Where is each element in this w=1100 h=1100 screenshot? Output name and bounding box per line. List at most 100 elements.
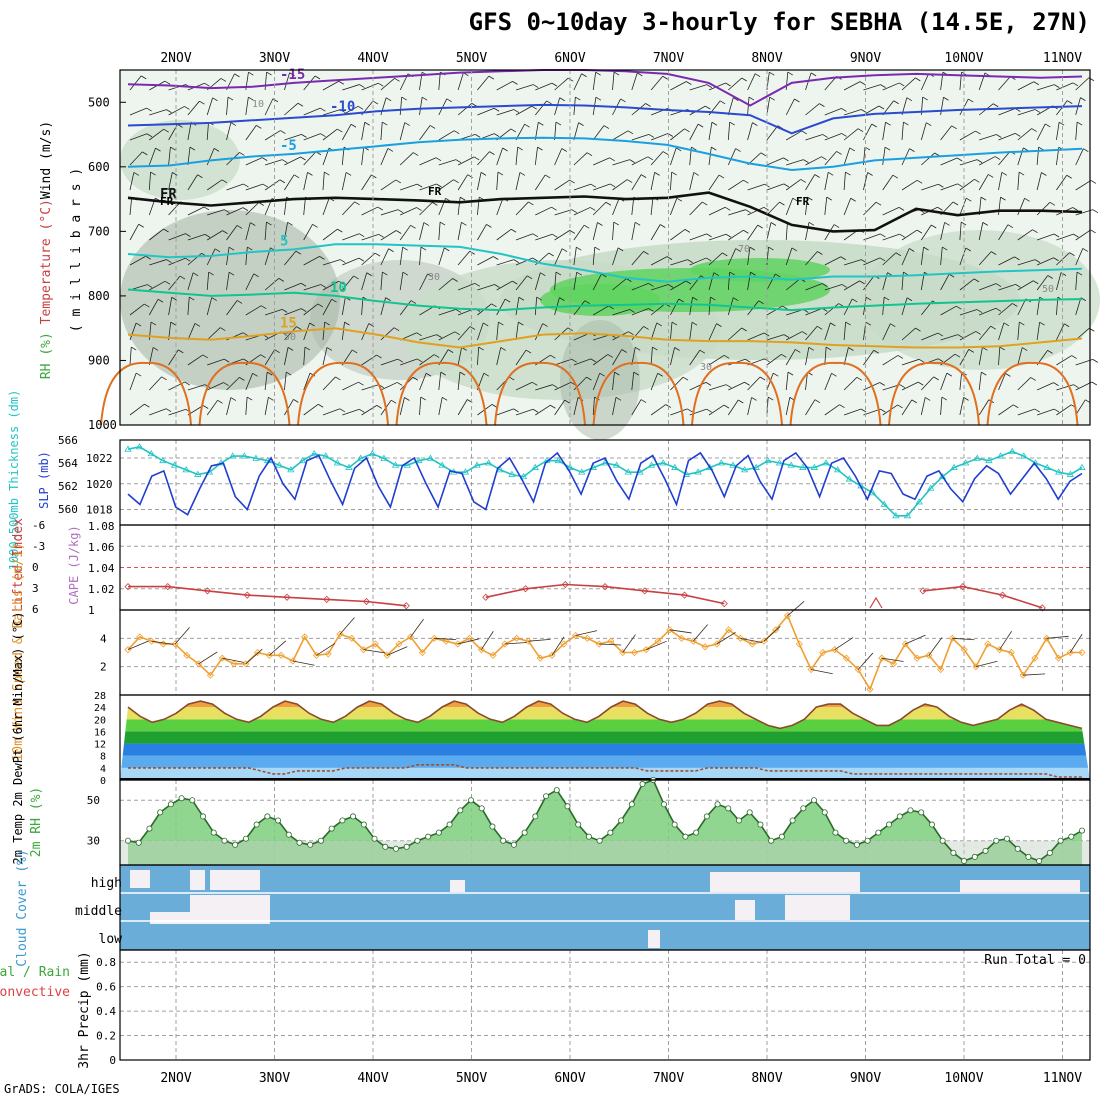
wind-barb-flag <box>1034 109 1041 113</box>
wind-barb <box>477 151 490 166</box>
wind-barb <box>341 124 352 141</box>
wind-barb-flag <box>803 159 809 163</box>
wind-barb <box>998 373 1006 391</box>
contour-label: 15 <box>280 315 297 331</box>
wind-barb <box>496 298 506 316</box>
wind-barb-flag <box>416 207 422 211</box>
wind-barb <box>689 201 703 216</box>
wind-barb <box>573 207 591 216</box>
wind-barb <box>554 179 570 191</box>
wind-barb <box>264 397 269 416</box>
wind-barb <box>206 230 223 241</box>
wind-barb <box>573 183 592 191</box>
wind-barb <box>457 174 468 191</box>
wind-barb-flag <box>1014 256 1020 261</box>
wind-barb <box>515 297 520 316</box>
wind-barb <box>361 354 377 366</box>
wind-barb-flag <box>973 278 980 283</box>
wind-barb <box>592 273 602 291</box>
wind-barb <box>400 358 418 366</box>
wind-barb <box>361 82 379 91</box>
wind-barb <box>515 322 519 341</box>
wind-barb <box>284 72 290 91</box>
thickness-line-point <box>484 459 493 466</box>
wind-barb <box>612 247 619 266</box>
wind-barb <box>901 179 918 191</box>
thickness-line-point <box>124 445 132 452</box>
rh2m-line-point <box>1057 837 1064 844</box>
rh2m-line-point <box>435 829 442 836</box>
wind-barb <box>959 331 976 341</box>
bottom-date-label: 11NOV <box>1043 1071 1082 1086</box>
wind-barb-flag <box>861 109 867 113</box>
wind-barb <box>708 206 726 216</box>
wind-barb-flag <box>453 179 459 184</box>
thickness-line-point <box>1043 463 1051 470</box>
wind-barb-flag <box>1024 197 1030 202</box>
thickness-line-point <box>566 463 574 470</box>
wind-barb <box>1036 408 1055 416</box>
wind-barb <box>515 349 527 366</box>
wind-barb-flag <box>197 174 203 179</box>
wind-barb <box>901 148 910 166</box>
wind-barb <box>959 179 975 191</box>
wind-speed-line-point <box>854 665 862 674</box>
wind-barb-flag <box>713 272 720 277</box>
rh2m-line-point <box>928 821 935 828</box>
wind-barb-flag <box>1073 384 1079 389</box>
wind-barb-flag <box>880 233 886 238</box>
wind-barb-flag <box>493 107 500 112</box>
bottom-date-label: 5NOV <box>456 1071 487 1086</box>
wind-barb-flag <box>584 300 591 305</box>
rh2m-line-point <box>725 805 732 812</box>
thickness-line-point <box>880 500 888 507</box>
wind-barb-flag <box>243 183 249 188</box>
wind-barb-flag <box>502 147 508 152</box>
wind-barb-flag <box>770 222 777 226</box>
wind-barb <box>149 109 167 116</box>
wind-barb-flag <box>706 233 712 238</box>
wind-barb <box>149 408 167 416</box>
thickness-line <box>127 446 1083 517</box>
wind-barb <box>1075 381 1093 391</box>
wind-barb <box>187 147 191 166</box>
wind-barb <box>766 334 785 341</box>
wind-barb-flag <box>718 174 725 179</box>
wind-barb-flag <box>471 103 478 107</box>
wind-barb-flag <box>865 321 872 326</box>
wind-barb <box>843 259 862 266</box>
wind-barb-flag <box>1069 252 1075 256</box>
wind-barb-flag <box>898 207 905 211</box>
wind-barb-flag <box>459 371 466 376</box>
contour-label: -10 <box>330 99 355 115</box>
wind-barb-flag <box>203 206 210 211</box>
wind-barb <box>689 349 701 366</box>
wind-barb <box>438 331 456 341</box>
wind-barb <box>785 130 802 141</box>
wind-speed-line-point <box>218 654 226 662</box>
wind-barb <box>303 133 321 141</box>
wind-barb-flag <box>494 133 500 137</box>
rh2m-line-point <box>950 849 957 856</box>
wind-barb <box>322 109 341 116</box>
wind-barb <box>554 272 557 291</box>
wind-barb-flag <box>706 257 712 262</box>
cloud-clear <box>210 870 260 890</box>
wind-barb <box>226 377 240 391</box>
wind-barb <box>168 233 186 241</box>
wind-barb-flag <box>531 105 537 110</box>
wind-barb <box>400 183 418 191</box>
wind-barb <box>670 147 677 166</box>
rh2m-line-point <box>618 817 625 824</box>
wind-speed-line-point <box>548 651 556 659</box>
wind-barb <box>380 327 395 341</box>
wind-barb <box>785 72 789 91</box>
wind-barb-flag <box>390 399 397 404</box>
wind-barb <box>322 228 338 241</box>
wind-barb <box>187 323 196 341</box>
wind-barb <box>650 224 661 241</box>
thickness-line-point <box>961 459 970 466</box>
wind-speed-line-point <box>995 646 1004 654</box>
rh-high-shading <box>690 258 830 282</box>
wind-barb-flag <box>662 75 668 80</box>
